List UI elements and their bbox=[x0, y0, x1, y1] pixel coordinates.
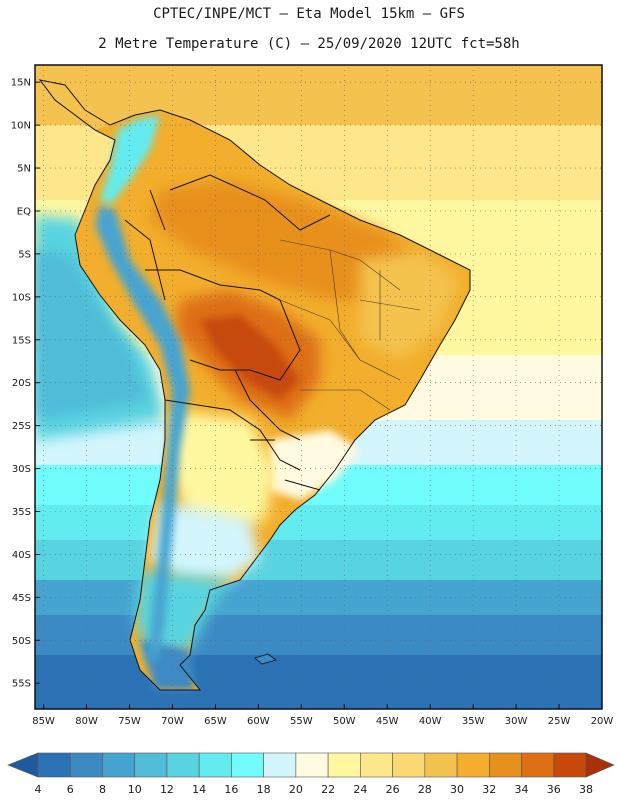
northern-andes-cold bbox=[100, 115, 160, 205]
lat-tick-label: 20S bbox=[12, 378, 31, 389]
lat-tick-label: 30S bbox=[12, 464, 31, 475]
colorbar-swatch bbox=[134, 752, 168, 778]
colorbar-label: 4 bbox=[35, 783, 42, 796]
lat-tick-label: 5N bbox=[17, 164, 31, 175]
falkland-islands bbox=[254, 653, 277, 665]
latitude-labels: 15N 10N 5N EQ 5S 10S 15S 20S 25S 30S 35S 40S 45S 50S 5… bbox=[11, 78, 40, 690]
colorbar-label: 14 bbox=[192, 783, 206, 796]
colorbar-label: 26 bbox=[386, 783, 400, 796]
lon-tick-label: 70W bbox=[161, 716, 184, 727]
colorbar-swatch bbox=[488, 752, 522, 778]
lat-tick-label: 10N bbox=[11, 121, 31, 132]
ocean-band-caribbean bbox=[35, 65, 602, 125]
lat-tick-label: EQ bbox=[17, 206, 31, 217]
colorbar-swatch bbox=[392, 752, 426, 778]
lon-tick-label: 40W bbox=[419, 716, 442, 727]
colorbar-swatch bbox=[553, 752, 587, 778]
plot-area bbox=[35, 65, 602, 709]
ocean-band-16c bbox=[35, 505, 602, 545]
lon-tick-label: 85W bbox=[32, 716, 55, 727]
colorbar-label: 12 bbox=[160, 783, 174, 796]
ocean-band-8c bbox=[35, 615, 602, 660]
colorbar-swatch bbox=[327, 752, 361, 778]
title-line-1: CPTEC/INPE/MCT – Eta Model 15km – GFS bbox=[153, 6, 465, 22]
colorbar-label: 10 bbox=[128, 783, 142, 796]
lon-tick-label: 75W bbox=[118, 716, 141, 727]
colorbar-label: 24 bbox=[353, 783, 367, 796]
lon-tick-label: 45W bbox=[376, 716, 399, 727]
colorbar-swatch bbox=[263, 752, 297, 778]
colorbar-label: 36 bbox=[547, 783, 561, 796]
lat-tick-label: 40S bbox=[12, 550, 31, 561]
colorbar-label: 20 bbox=[289, 783, 303, 796]
colorbar-swatch bbox=[102, 752, 136, 778]
colorbar-label: 8 bbox=[99, 783, 106, 796]
colorbar-swatch bbox=[424, 752, 458, 778]
colorbar-label: 38 bbox=[579, 783, 593, 796]
lat-tick-label: 50S bbox=[12, 636, 31, 647]
lon-tick-label: 35W bbox=[462, 716, 485, 727]
colorbar-swatch bbox=[69, 752, 103, 778]
colorbar-label: 32 bbox=[482, 783, 496, 796]
colorbar-over-arrow bbox=[585, 752, 615, 778]
colorbar-swatch bbox=[295, 752, 329, 778]
lat-tick-label: 55S bbox=[12, 679, 31, 690]
lon-tick-label: 80W bbox=[75, 716, 98, 727]
lon-tick-label: 60W bbox=[247, 716, 270, 727]
lon-tick-label: 65W bbox=[204, 716, 227, 727]
colorbar-labels: 4 6 8 10 12 14 16 18 20 22 24 26 28 30 32 34 36 38 bbox=[35, 783, 594, 796]
colorbar-swatch bbox=[37, 752, 71, 778]
colorbar-swatch bbox=[198, 752, 232, 778]
colorbar-label: 34 bbox=[515, 783, 529, 796]
longitude-labels: 85W 80W 75W 70W 65W 60W 55W 50W 45W 40W 35W 30W 25W 2… bbox=[32, 704, 613, 727]
colorbar-swatch bbox=[456, 752, 490, 778]
lat-tick-label: 10S bbox=[12, 292, 31, 303]
colorbar-swatch bbox=[166, 752, 200, 778]
colorbar-label: 30 bbox=[450, 783, 464, 796]
colorbar-swatch bbox=[521, 752, 555, 778]
lat-tick-label: 45S bbox=[12, 593, 31, 604]
colorbar bbox=[7, 752, 615, 778]
lat-tick-label: 15N bbox=[11, 78, 31, 89]
lon-tick-label: 55W bbox=[290, 716, 313, 727]
ocean-band-14c bbox=[35, 540, 602, 585]
andes-cold-spine bbox=[95, 205, 190, 660]
colorbar-label: 22 bbox=[321, 783, 335, 796]
lon-tick-label: 30W bbox=[505, 716, 528, 727]
colorbar-swatch bbox=[360, 752, 393, 778]
lat-tick-label: 25S bbox=[12, 421, 31, 432]
pacific-cold-core bbox=[35, 250, 150, 420]
lat-tick-label: 35S bbox=[12, 507, 31, 518]
country-borders bbox=[38, 79, 471, 691]
lon-tick-label: 20W bbox=[591, 716, 614, 727]
ocean-band-6c bbox=[35, 655, 602, 709]
colorbar-label: 6 bbox=[67, 783, 74, 796]
lon-tick-label: 25W bbox=[548, 716, 571, 727]
plot-frame bbox=[34, 64, 603, 710]
colorbar-under-arrow bbox=[7, 752, 39, 778]
lat-tick-label: 5S bbox=[18, 249, 31, 260]
colorbar-swatch bbox=[231, 752, 264, 778]
lon-tick-label: 50W bbox=[333, 716, 356, 727]
colorbar-label: 28 bbox=[418, 783, 432, 796]
pampas-zone bbox=[150, 500, 260, 580]
colorbar-label: 16 bbox=[224, 783, 238, 796]
ocean-band-10c bbox=[35, 580, 602, 620]
title-line-2: 2 Metre Temperature (C) – 25/09/2020 12U… bbox=[98, 36, 520, 52]
northeast-brazil-zone bbox=[360, 250, 460, 360]
amazon-warm-zone bbox=[150, 180, 420, 300]
colorbar-label: 18 bbox=[257, 783, 271, 796]
chaco-zone bbox=[170, 410, 275, 530]
lat-tick-label: 15S bbox=[12, 335, 31, 346]
